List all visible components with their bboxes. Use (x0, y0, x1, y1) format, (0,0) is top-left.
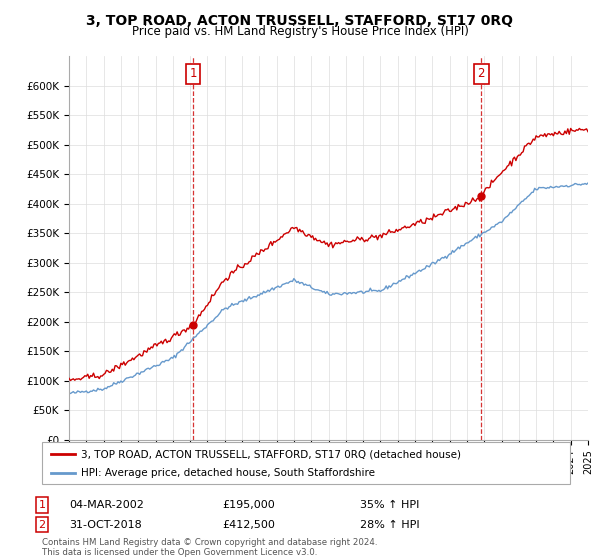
Text: £195,000: £195,000 (222, 500, 275, 510)
Text: Contains HM Land Registry data © Crown copyright and database right 2024.
This d: Contains HM Land Registry data © Crown c… (42, 538, 377, 557)
Text: 1: 1 (38, 500, 46, 510)
Text: 35% ↑ HPI: 35% ↑ HPI (360, 500, 419, 510)
Text: 31-OCT-2018: 31-OCT-2018 (69, 520, 142, 530)
Text: 3, TOP ROAD, ACTON TRUSSELL, STAFFORD, ST17 0RQ: 3, TOP ROAD, ACTON TRUSSELL, STAFFORD, S… (86, 14, 514, 28)
Text: HPI: Average price, detached house, South Staffordshire: HPI: Average price, detached house, Sout… (81, 468, 375, 478)
Text: Price paid vs. HM Land Registry's House Price Index (HPI): Price paid vs. HM Land Registry's House … (131, 25, 469, 38)
Text: £412,500: £412,500 (222, 520, 275, 530)
Text: 1: 1 (189, 67, 197, 80)
Text: 2: 2 (38, 520, 46, 530)
Text: 04-MAR-2002: 04-MAR-2002 (69, 500, 144, 510)
Text: 3, TOP ROAD, ACTON TRUSSELL, STAFFORD, ST17 0RQ (detached house): 3, TOP ROAD, ACTON TRUSSELL, STAFFORD, S… (81, 449, 461, 459)
Text: 2: 2 (478, 67, 485, 80)
Text: 28% ↑ HPI: 28% ↑ HPI (360, 520, 419, 530)
